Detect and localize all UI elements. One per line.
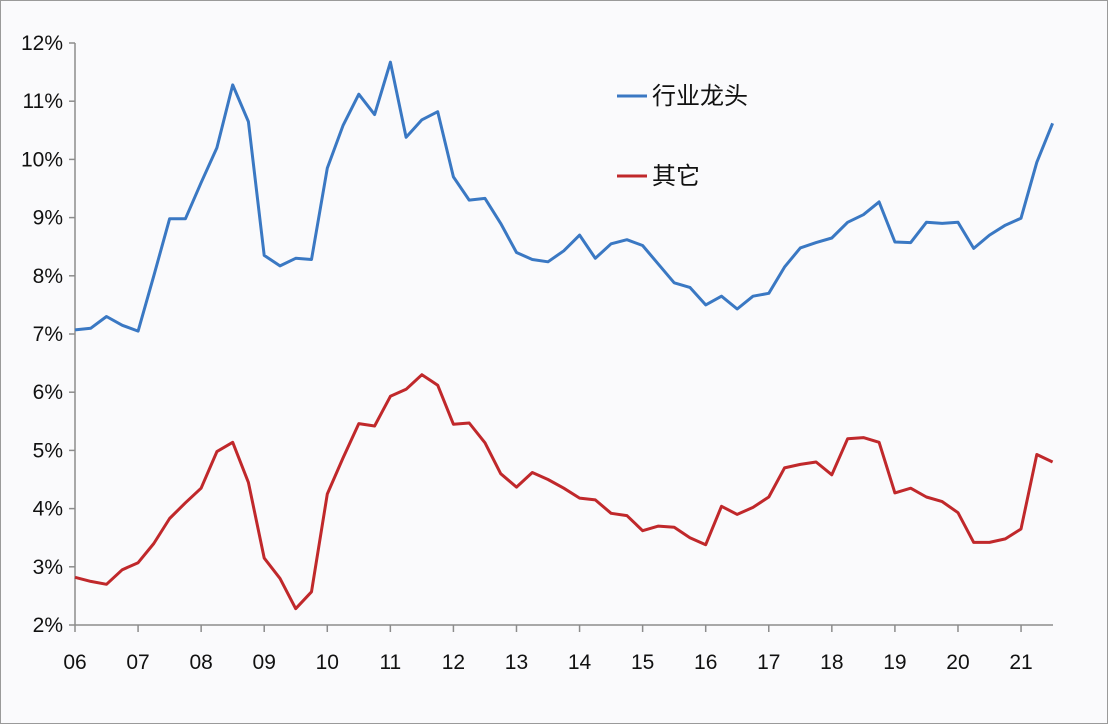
x-tick-label: 12 (442, 651, 465, 674)
y-tick-label: 4% (33, 498, 63, 521)
series-lines (74, 60, 1054, 611)
y-tick-label: 8% (33, 265, 63, 288)
x-tick-label: 19 (883, 651, 906, 674)
x-tick-label: 10 (316, 651, 339, 674)
y-tick-label: 12% (21, 32, 63, 55)
x-tick-label: 08 (189, 651, 212, 674)
x-tick-label: 18 (820, 651, 843, 674)
x-tick-label: 21 (1009, 651, 1032, 674)
series-line-others (74, 373, 1054, 611)
axes: 2% 3% 4% 5% 6% 7% 8% 9% 10% 11% 12% 06 07 08 09 10 11 12 1… (21, 32, 1053, 674)
x-tick-label: 07 (126, 651, 149, 674)
x-tick-label: 06 (63, 651, 86, 674)
x-tick-label: 20 (946, 651, 969, 674)
x-tick-label: 14 (568, 651, 592, 674)
x-tick-label: 17 (757, 651, 780, 674)
x-tick-label: 13 (505, 651, 528, 674)
x-tick-label: 11 (379, 651, 401, 674)
series-line-leaders (74, 60, 1054, 333)
y-tick-label: 7% (33, 323, 63, 346)
legend-label-others: 其它 (652, 162, 700, 190)
y-tick-label: 10% (21, 148, 63, 171)
y-tick-label: 2% (33, 614, 63, 637)
y-tick-label: 6% (33, 381, 63, 404)
y-tick-label: 9% (33, 207, 63, 230)
x-tick-label: 16 (694, 651, 717, 674)
x-tick-label: 09 (253, 651, 276, 674)
legend-label-leaders: 行业龙头 (652, 82, 748, 110)
x-tick-label: 15 (631, 651, 654, 674)
y-tick-label: 11% (23, 90, 63, 113)
y-tick-label: 3% (33, 556, 63, 579)
y-tick-label: 5% (33, 439, 63, 462)
legend: 行业龙头 其它 (617, 82, 748, 190)
